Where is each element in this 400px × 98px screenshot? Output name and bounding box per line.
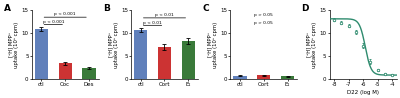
Y-axis label: [³H] MPP⁺
uptake (10³ cpm): [³H] MPP⁺ uptake (10³ cpm) [9, 21, 20, 68]
Bar [82, 68, 96, 79]
Y-axis label: [³H] MPP⁺
uptake (10³ cpm): [³H] MPP⁺ uptake (10³ cpm) [207, 21, 218, 68]
Text: p > 0.05: p > 0.05 [254, 13, 273, 17]
Text: D: D [302, 4, 309, 13]
Bar [281, 76, 294, 79]
Bar [182, 41, 195, 79]
Text: p < 0.01: p < 0.01 [143, 21, 162, 25]
Text: p < 0.01: p < 0.01 [155, 13, 174, 17]
Text: C: C [202, 4, 209, 13]
Text: A: A [4, 4, 11, 13]
Y-axis label: [³H] MPP⁺
uptake (10³ cpm): [³H] MPP⁺ uptake (10³ cpm) [108, 21, 119, 68]
Text: p > 0.05: p > 0.05 [254, 21, 273, 25]
Y-axis label: [³H] MPP⁺
uptake (10³ cpm): [³H] MPP⁺ uptake (10³ cpm) [307, 21, 318, 68]
Bar [134, 30, 147, 79]
Bar [158, 47, 171, 79]
Text: B: B [103, 4, 110, 13]
Text: p < 0.001: p < 0.001 [42, 20, 64, 24]
Bar [234, 76, 246, 79]
Bar [257, 75, 270, 79]
Bar [35, 29, 48, 79]
Bar [59, 63, 72, 79]
X-axis label: D22 (log M): D22 (log M) [347, 90, 379, 95]
Text: p < 0.001: p < 0.001 [54, 12, 76, 16]
